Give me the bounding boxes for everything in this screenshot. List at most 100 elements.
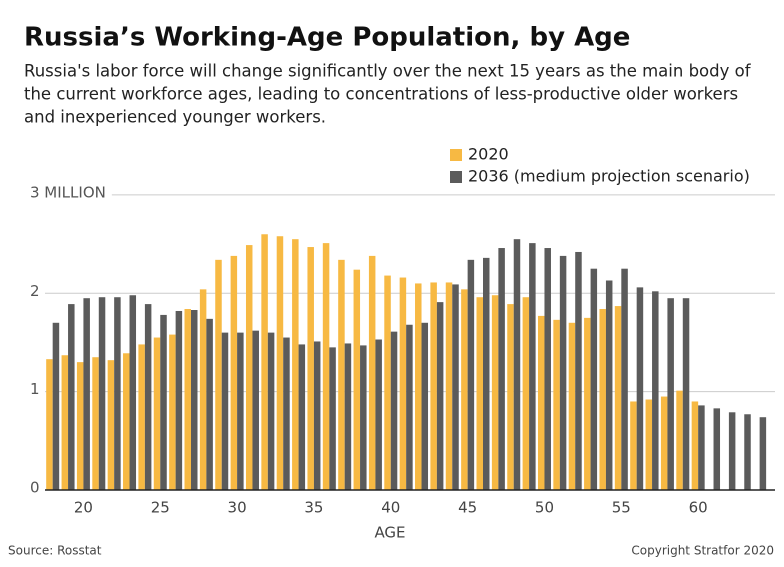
subtitle-line: the current workforce ages, leading to c… bbox=[24, 85, 738, 104]
bar bbox=[129, 295, 137, 490]
bar bbox=[46, 359, 53, 490]
bar bbox=[267, 332, 275, 490]
subtitle-line: Russia's labor force will change signifi… bbox=[24, 62, 752, 81]
bar bbox=[483, 257, 490, 490]
bar bbox=[153, 337, 161, 490]
bar bbox=[636, 287, 644, 490]
bar bbox=[467, 259, 475, 490]
bar bbox=[360, 345, 367, 490]
bar bbox=[522, 297, 530, 490]
bar bbox=[221, 332, 229, 490]
bar bbox=[713, 408, 721, 490]
bar bbox=[390, 331, 398, 490]
bar bbox=[61, 355, 69, 490]
bar bbox=[559, 255, 567, 490]
bar bbox=[123, 353, 130, 490]
bar bbox=[568, 322, 576, 490]
bar bbox=[375, 339, 382, 490]
x-tick-label: 50 bbox=[535, 499, 554, 517]
bar bbox=[430, 282, 437, 490]
bar bbox=[476, 297, 483, 490]
bar bbox=[513, 239, 521, 490]
legend-label: 2020 bbox=[468, 145, 509, 164]
bar bbox=[322, 243, 330, 490]
legend-swatch bbox=[450, 149, 462, 161]
bar bbox=[445, 282, 453, 490]
bar bbox=[160, 314, 167, 490]
bar bbox=[76, 362, 84, 490]
bar bbox=[276, 236, 284, 490]
source: Source: Rosstat bbox=[8, 544, 102, 558]
bar bbox=[529, 243, 536, 490]
bar bbox=[553, 319, 560, 490]
bar bbox=[759, 417, 767, 490]
bar bbox=[660, 396, 668, 490]
bar bbox=[83, 298, 90, 490]
bar bbox=[676, 390, 683, 490]
bar bbox=[406, 324, 413, 490]
bar bbox=[353, 269, 361, 490]
bar bbox=[415, 283, 422, 490]
x-tick-label: 40 bbox=[381, 499, 400, 517]
bar bbox=[338, 259, 345, 490]
bar bbox=[215, 259, 222, 490]
bar bbox=[507, 304, 514, 490]
bar bbox=[191, 310, 198, 490]
bar bbox=[461, 289, 468, 490]
bar bbox=[744, 414, 751, 490]
x-tick-label: 35 bbox=[304, 499, 323, 517]
bar bbox=[384, 275, 391, 490]
bar bbox=[184, 309, 191, 490]
bar bbox=[575, 251, 582, 490]
bar bbox=[52, 322, 60, 490]
bar bbox=[645, 399, 653, 490]
bar bbox=[421, 322, 429, 490]
bar bbox=[307, 247, 314, 490]
bar bbox=[144, 304, 152, 490]
bar bbox=[237, 332, 244, 490]
bar bbox=[292, 239, 299, 490]
bar bbox=[452, 284, 459, 490]
bar bbox=[230, 255, 238, 490]
subtitle-line: and inexperienced younger workers. bbox=[24, 108, 326, 127]
bar bbox=[491, 295, 499, 490]
bar bbox=[682, 298, 690, 490]
bar bbox=[698, 405, 705, 490]
bar bbox=[114, 297, 121, 490]
bar bbox=[169, 334, 176, 490]
bar bbox=[605, 280, 613, 490]
bar bbox=[399, 277, 407, 490]
x-tick-label: 55 bbox=[612, 499, 631, 517]
bar bbox=[537, 315, 545, 490]
bar bbox=[252, 330, 259, 490]
bar bbox=[691, 401, 699, 490]
x-tick-label: 25 bbox=[151, 499, 170, 517]
bar bbox=[544, 248, 551, 490]
bar bbox=[313, 341, 321, 490]
bar bbox=[728, 412, 736, 490]
x-tick-label: 60 bbox=[689, 499, 708, 517]
y-tick-label: 0 bbox=[30, 479, 40, 497]
bar bbox=[68, 304, 75, 490]
bar bbox=[630, 401, 637, 490]
bar bbox=[206, 318, 213, 490]
bar bbox=[590, 268, 598, 490]
x-axis-label: AGE bbox=[374, 524, 405, 542]
x-tick-label: 30 bbox=[228, 499, 247, 517]
bar bbox=[92, 357, 99, 490]
bar bbox=[298, 344, 306, 490]
bar bbox=[614, 306, 622, 490]
bar bbox=[175, 310, 183, 490]
bar bbox=[584, 317, 591, 490]
bar bbox=[621, 268, 628, 490]
legend-swatch bbox=[450, 171, 462, 183]
x-tick-label: 20 bbox=[74, 499, 93, 517]
bar bbox=[329, 347, 336, 490]
bar bbox=[98, 297, 106, 490]
bar bbox=[599, 309, 606, 490]
bar bbox=[138, 344, 145, 490]
bar bbox=[261, 234, 268, 490]
y-tick-label: 3 MILLION bbox=[30, 183, 106, 201]
bar bbox=[436, 302, 444, 490]
